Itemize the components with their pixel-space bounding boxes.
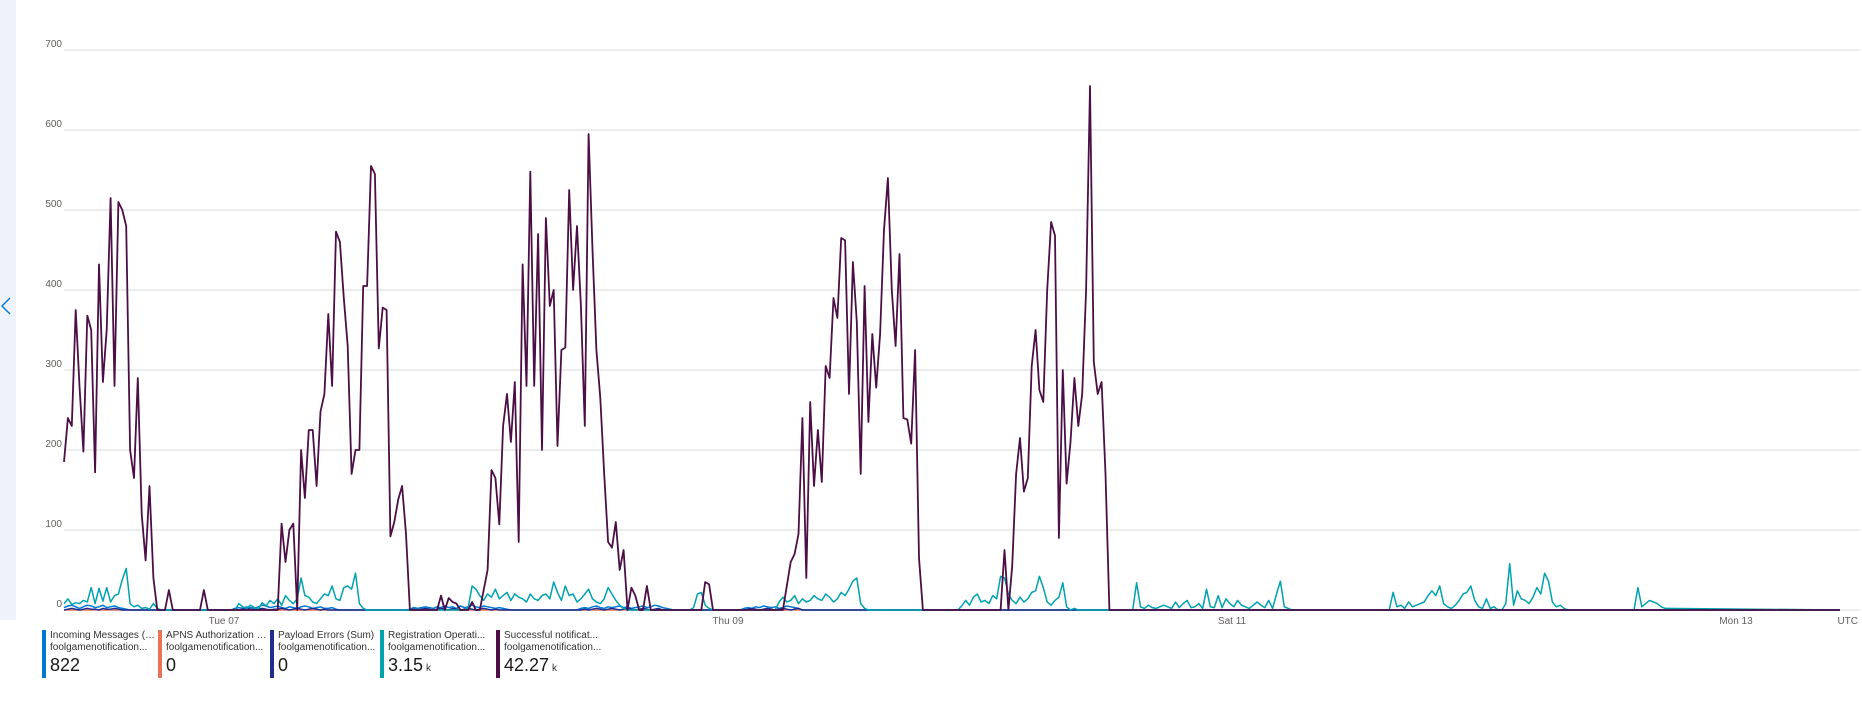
- y-axis-ticks: 0 100 200 300 400 500 600 700: [45, 39, 62, 610]
- legend-color-bar: [42, 630, 46, 678]
- legend-color-bar: [158, 630, 162, 678]
- x-tick-label: Mon 13: [1719, 616, 1753, 627]
- legend-series-name: Incoming Messages (Sum): [50, 630, 160, 641]
- legend-total-unit: k: [552, 663, 558, 674]
- y-tick-label: 300: [45, 359, 62, 370]
- legend-value-row: 0: [166, 655, 270, 676]
- legend-series-name: APNS Authorization E...: [166, 630, 270, 641]
- legend-value-row: 822: [50, 655, 160, 676]
- series-line-3[interactable]: [63, 562, 1841, 611]
- legend-value-row: 42.27 k: [504, 655, 624, 676]
- y-tick-label: 400: [45, 279, 62, 290]
- legend-total-unit: k: [426, 663, 432, 674]
- legend-series-name: Successful notificat...: [504, 630, 598, 641]
- y-tick-label: 200: [45, 439, 62, 450]
- series-line-4[interactable]: [63, 85, 1840, 611]
- series-lines: [63, 85, 1841, 611]
- legend-total-value: 42.27: [504, 655, 550, 675]
- legend-resource-name: foolgamenotification...: [504, 642, 602, 653]
- legend-value-row: 3.15 k: [388, 655, 496, 676]
- legend-total-value: 822: [50, 655, 81, 675]
- x-tick-label: Tue 07: [209, 616, 240, 627]
- legend-resource-name: foolgamenotification...: [50, 642, 148, 653]
- legend-item[interactable]: Successful notificat... foolgamenotificat…: [496, 630, 624, 678]
- chart-legend: Incoming Messages (Sum) foolgamenotificat…: [0, 630, 1862, 710]
- legend-resource-name: foolgamenotification...: [388, 642, 486, 653]
- line-chart: 0 100 200 300 400 500 600 700 Tue 07 Thu 09 Sat 1…: [45, 39, 1860, 627]
- legend-resource-name: foolgamenotification...: [166, 642, 264, 653]
- legend-item[interactable]: Incoming Messages (Sum) foolgamenotificat…: [42, 630, 160, 678]
- timezone-label: UTC: [1837, 616, 1858, 627]
- x-tick-label: Thu 09: [712, 616, 744, 627]
- legend-total-value: 0: [166, 655, 177, 675]
- legend-color-bar: [380, 630, 384, 678]
- legend-total-value: 0: [278, 655, 289, 675]
- legend-series-name: Payload Errors (Sum): [278, 630, 375, 641]
- legend-color-bar: [270, 630, 274, 678]
- y-tick-label: 100: [45, 519, 62, 530]
- y-tick-label: 0: [56, 599, 62, 610]
- legend-value-row: 0: [278, 655, 382, 676]
- legend-color-bar: [496, 630, 500, 678]
- chevron-left-icon[interactable]: [0, 294, 14, 318]
- side-panel-strip: [0, 0, 16, 620]
- legend-total-value: 3.15: [388, 655, 424, 675]
- y-tick-label: 700: [45, 39, 62, 50]
- legend-item[interactable]: Payload Errors (Sum) foolgamenotification…: [270, 630, 382, 678]
- x-tick-label: Sat 11: [1218, 616, 1247, 627]
- legend-resource-name: foolgamenotification...: [278, 642, 376, 653]
- y-tick-label: 500: [45, 199, 62, 210]
- y-tick-label: 600: [45, 119, 62, 130]
- legend-item[interactable]: APNS Authorization E... foolgamenotificat…: [158, 630, 270, 678]
- x-axis-ticks: Tue 07 Thu 09 Sat 11 Mon 13 UTC: [209, 616, 1858, 627]
- legend-series-name: Registration Operati...: [388, 630, 486, 641]
- legend-item[interactable]: Registration Operati... foolgamenotificat…: [380, 630, 496, 678]
